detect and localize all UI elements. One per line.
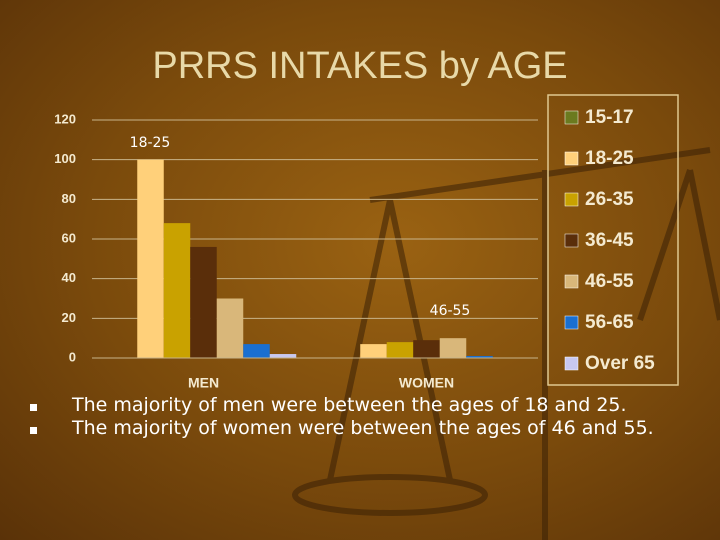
bar xyxy=(439,338,467,358)
legend-label: 15-17 xyxy=(585,107,634,128)
bar xyxy=(137,159,164,358)
bar xyxy=(386,342,414,358)
scale-decoration xyxy=(292,147,720,540)
legend-label: Over 65 xyxy=(585,353,655,374)
annotation: 18-25 xyxy=(130,135,171,151)
legend-swatch xyxy=(564,274,579,289)
y-tick-label: 20 xyxy=(62,310,76,325)
bullet-list: The majority of men were between the age… xyxy=(30,394,665,440)
bar xyxy=(413,340,440,358)
bar xyxy=(216,298,244,358)
legend-label: 36-45 xyxy=(585,230,634,251)
legend-swatch xyxy=(564,356,579,371)
bar xyxy=(269,354,297,358)
y-tick-label: 60 xyxy=(62,230,76,245)
legend-swatch xyxy=(564,315,579,330)
y-tick-label: 80 xyxy=(62,191,76,206)
legend-swatch xyxy=(564,110,579,125)
bar xyxy=(190,246,217,358)
bar xyxy=(163,223,191,358)
bar xyxy=(360,344,387,358)
bar xyxy=(466,356,493,358)
legend-swatch xyxy=(564,233,579,248)
annotation: 46-55 xyxy=(430,303,471,319)
bar xyxy=(243,344,270,358)
x-tick-label: MEN xyxy=(188,375,219,391)
bullet: The majority of men were between the age… xyxy=(30,394,665,417)
legend-label: 56-65 xyxy=(585,312,634,333)
y-tick-label: 0 xyxy=(69,349,76,364)
legend-label: 18-25 xyxy=(585,148,634,169)
legend-swatch xyxy=(564,192,579,207)
chart-title: PRRS INTAKES by AGE xyxy=(152,45,567,87)
y-tick-label: 100 xyxy=(54,151,76,166)
x-tick-label: WOMEN xyxy=(399,375,454,391)
y-tick-label: 120 xyxy=(54,111,76,126)
legend-label: 26-35 xyxy=(585,189,634,210)
legend-box xyxy=(547,94,679,386)
y-tick-label: 40 xyxy=(62,270,76,285)
legend-label: 46-55 xyxy=(585,271,634,292)
bullet: The majority of women were between the a… xyxy=(30,417,665,440)
legend-swatch xyxy=(564,151,579,166)
